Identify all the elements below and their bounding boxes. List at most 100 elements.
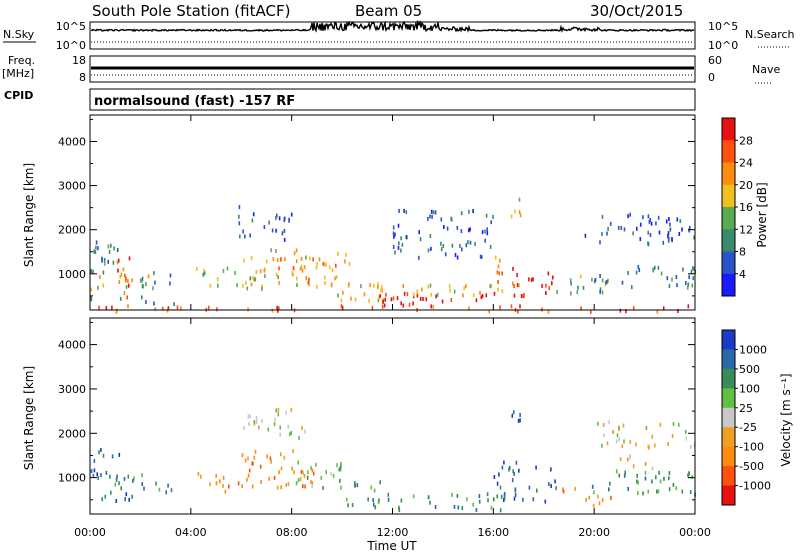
scatter-cell bbox=[547, 271, 550, 276]
scatter-cell bbox=[278, 306, 280, 311]
scatter-cell bbox=[456, 493, 459, 498]
scatter-cell bbox=[253, 455, 256, 460]
scatter-cell bbox=[419, 296, 422, 301]
scatter-cell bbox=[429, 283, 432, 288]
scatter-cell bbox=[259, 269, 262, 274]
scatter-cell bbox=[488, 309, 490, 314]
scatter-cell bbox=[264, 274, 266, 279]
scatter-cell bbox=[629, 454, 631, 458]
scatter-cell bbox=[601, 232, 603, 236]
scatter-cell bbox=[518, 283, 521, 288]
scatter-cell bbox=[644, 470, 647, 475]
scatter-cell bbox=[618, 425, 620, 430]
scatter-cell bbox=[280, 257, 282, 262]
scatter-cell bbox=[397, 223, 400, 228]
scatter-cell bbox=[325, 262, 327, 267]
scatter-cell bbox=[686, 285, 689, 290]
scatter-cell bbox=[657, 265, 660, 270]
scatter-cell bbox=[297, 478, 300, 483]
scatter-cell bbox=[609, 481, 611, 486]
scatter-cell bbox=[98, 305, 100, 310]
power-cells bbox=[90, 197, 696, 314]
scatter-cell bbox=[324, 281, 326, 285]
scatter-cell bbox=[310, 479, 312, 484]
freq-tick-bottom: 8 bbox=[79, 71, 86, 84]
scatter-cell bbox=[427, 495, 430, 500]
colorbar-tick-label: 24 bbox=[739, 157, 753, 170]
scatter-cell bbox=[360, 284, 362, 289]
scatter-cell bbox=[374, 505, 377, 510]
scatter-cell bbox=[599, 274, 601, 278]
scatter-cell bbox=[126, 295, 128, 300]
freq-unit-label: [MHz] bbox=[2, 67, 34, 80]
scatter-cell bbox=[591, 484, 594, 489]
scatter-cell bbox=[610, 495, 612, 500]
scatter-cell bbox=[599, 287, 602, 292]
scatter-cell bbox=[430, 304, 432, 309]
scatter-cell bbox=[93, 249, 95, 254]
scatter-cell bbox=[180, 306, 182, 311]
scatter-cell bbox=[562, 489, 565, 494]
scatter-cell bbox=[669, 227, 672, 232]
scatter-cell bbox=[203, 268, 205, 273]
scatter-cell bbox=[432, 210, 435, 215]
scatter-cell bbox=[486, 227, 488, 232]
colorbar-segment bbox=[722, 349, 735, 370]
scatter-cell bbox=[99, 275, 101, 279]
scatter-cell bbox=[209, 283, 212, 288]
scatter-cell bbox=[503, 460, 505, 465]
scatter-cell bbox=[268, 476, 270, 481]
scatter-cell bbox=[659, 479, 662, 484]
scatter-cell bbox=[122, 267, 125, 272]
scatter-cell bbox=[662, 306, 665, 311]
scatter-cell bbox=[127, 304, 129, 309]
scatter-cell bbox=[141, 276, 144, 281]
scatter-cell bbox=[97, 285, 99, 290]
scatter-cell bbox=[90, 295, 92, 300]
scatter-cell bbox=[631, 285, 633, 290]
scatter-cell bbox=[475, 298, 478, 303]
scatter-cell bbox=[691, 283, 694, 288]
scatter-cell bbox=[147, 274, 150, 279]
scatter-cell bbox=[300, 264, 303, 269]
scatter-cell bbox=[104, 494, 107, 499]
scatter-cell bbox=[344, 259, 346, 264]
scatter-cell bbox=[484, 229, 486, 234]
scatter-cell bbox=[607, 278, 609, 283]
scatter-cell bbox=[197, 471, 200, 476]
scatter-cell bbox=[226, 266, 229, 271]
scatter-cell bbox=[497, 280, 499, 284]
scatter-cell bbox=[519, 413, 521, 417]
scatter-cell bbox=[169, 273, 172, 278]
scatter-cell bbox=[660, 271, 663, 276]
scatter-cell bbox=[647, 214, 650, 219]
scatter-cell bbox=[276, 213, 278, 218]
x-tick-label: 00:00 bbox=[74, 526, 106, 539]
scatter-cell bbox=[676, 283, 678, 288]
scatter-cell bbox=[692, 266, 695, 271]
scatter-cell bbox=[390, 297, 393, 302]
scatter-cell bbox=[381, 288, 383, 293]
scatter-cell bbox=[402, 283, 404, 288]
nsearch-label: N.Search bbox=[745, 28, 795, 41]
scatter-cell bbox=[354, 297, 357, 302]
scatter-cell bbox=[263, 268, 266, 273]
scatter-cell bbox=[485, 213, 488, 218]
scatter-cell bbox=[468, 209, 470, 214]
scatter-cell bbox=[94, 250, 97, 255]
colorbar-segment bbox=[722, 118, 735, 141]
scatter-cell bbox=[312, 471, 315, 476]
scatter-cell bbox=[101, 256, 103, 261]
scatter-cell bbox=[519, 304, 521, 309]
scatter-cell bbox=[330, 282, 333, 287]
scatter-cell bbox=[486, 231, 489, 236]
scatter-cell bbox=[489, 244, 492, 249]
scatter-cell bbox=[383, 303, 386, 308]
scatter-cell bbox=[688, 275, 690, 280]
scatter-cell bbox=[392, 296, 395, 301]
freq-tick-top: 18 bbox=[72, 54, 86, 67]
scatter-cell bbox=[654, 443, 656, 448]
scatter-cell bbox=[657, 215, 660, 220]
scatter-cell bbox=[693, 235, 695, 240]
